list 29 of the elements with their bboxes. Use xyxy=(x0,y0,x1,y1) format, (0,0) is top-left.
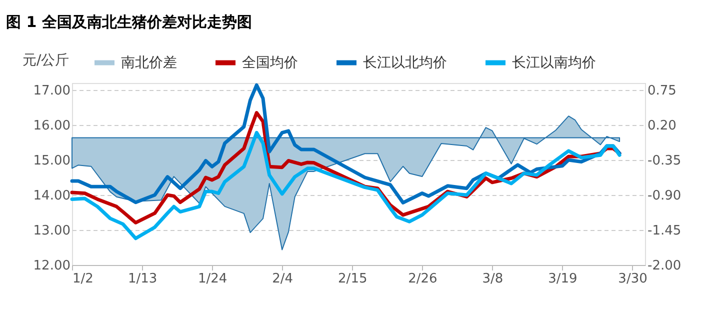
y2-tick-label: -1.45 xyxy=(648,224,682,238)
x-tick-label: 3/19 xyxy=(548,272,578,286)
y-tick-label: 12.00 xyxy=(33,258,70,274)
x-tick-label: 2/15 xyxy=(338,272,368,286)
y2-tick-label: -2.00 xyxy=(648,258,682,274)
legend-label: 全国均价 xyxy=(242,54,298,71)
line-series xyxy=(70,130,622,240)
x-tick-label: 1/13 xyxy=(128,272,158,286)
chart-title: 图 1 全国及南北生猪价差对比走势图 xyxy=(6,13,252,31)
y2-tick-label: 0.75 xyxy=(648,84,676,98)
y-axis-title: 元/公斤 xyxy=(22,52,70,68)
x-tick-label: 3/8 xyxy=(482,272,504,286)
legend-label: 南北价差 xyxy=(121,54,177,71)
y-tick-label: 14.00 xyxy=(33,188,70,204)
y-tick-label: 17.00 xyxy=(33,84,70,98)
y2-tick-label: 0.20 xyxy=(648,118,676,134)
x-tick-label: 1/24 xyxy=(198,272,228,286)
y2-tick-label: -0.35 xyxy=(648,154,682,168)
y2-tick-label: -0.90 xyxy=(648,188,682,204)
x-tick-label: 3/30 xyxy=(618,272,648,286)
y-tick-label: 13.00 xyxy=(33,224,70,238)
legend-label: 长江以南均价 xyxy=(512,54,596,71)
x-tick-label: 2/26 xyxy=(408,272,438,286)
y-tick-label: 16.00 xyxy=(33,118,70,134)
line-series xyxy=(70,83,622,204)
x-tick-label: 1/2 xyxy=(72,272,94,286)
y-tick-label: 15.00 xyxy=(33,154,70,168)
x-tick-label: 2/4 xyxy=(272,272,294,286)
legend-label: 长江以北均价 xyxy=(363,54,447,71)
